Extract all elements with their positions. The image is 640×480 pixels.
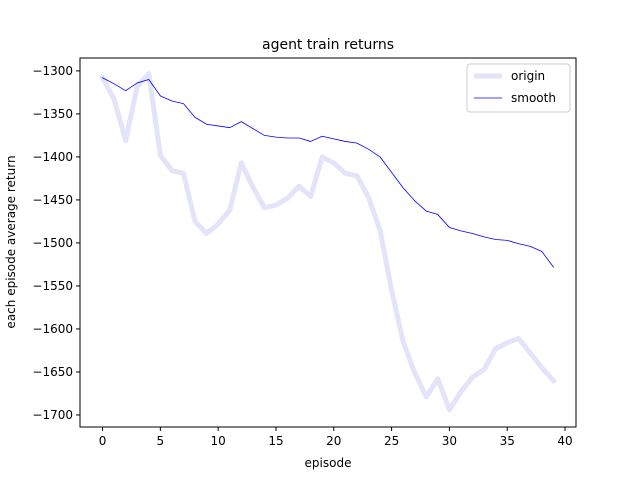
y-tick-label: −1350 <box>32 107 73 121</box>
plot-lines <box>99 70 557 413</box>
x-axis-ticks: 0 5 10 15 20 25 30 35 40 <box>99 427 573 448</box>
y-tick-label: −1550 <box>32 279 73 293</box>
y-axis-label: each episode average return <box>4 155 18 328</box>
y-tick-label: −1400 <box>32 150 73 164</box>
x-tick-label: 0 <box>99 434 107 448</box>
x-axis-label: episode <box>305 456 352 470</box>
y-tick-label: −1450 <box>32 193 73 207</box>
x-tick-label: 30 <box>442 434 457 448</box>
y-tick-label: −1600 <box>32 322 73 336</box>
x-tick-label: 20 <box>326 434 341 448</box>
legend-label-smooth: smooth <box>511 91 556 105</box>
x-tick-label: 35 <box>500 434 515 448</box>
y-tick-label: −1650 <box>32 365 73 379</box>
series-line-origin <box>99 70 557 413</box>
x-tick-label: 15 <box>268 434 283 448</box>
x-tick-label: 5 <box>157 434 165 448</box>
y-axis-ticks: −1300 −1350 −1400 −1450 −1500 −1550 −1600 −1650… <box>32 64 80 422</box>
y-tick-label: −1300 <box>32 64 73 78</box>
y-tick-label: −1500 <box>32 236 73 250</box>
legend-label-origin: origin <box>511 69 545 83</box>
x-tick-label: 25 <box>384 434 399 448</box>
y-tick-label: −1700 <box>32 408 73 422</box>
x-tick-label: 40 <box>557 434 572 448</box>
series-line-smooth <box>102 77 555 268</box>
chart-title: agent train returns <box>262 37 394 53</box>
x-tick-label: 10 <box>211 434 226 448</box>
legend: origin smooth <box>466 63 571 113</box>
